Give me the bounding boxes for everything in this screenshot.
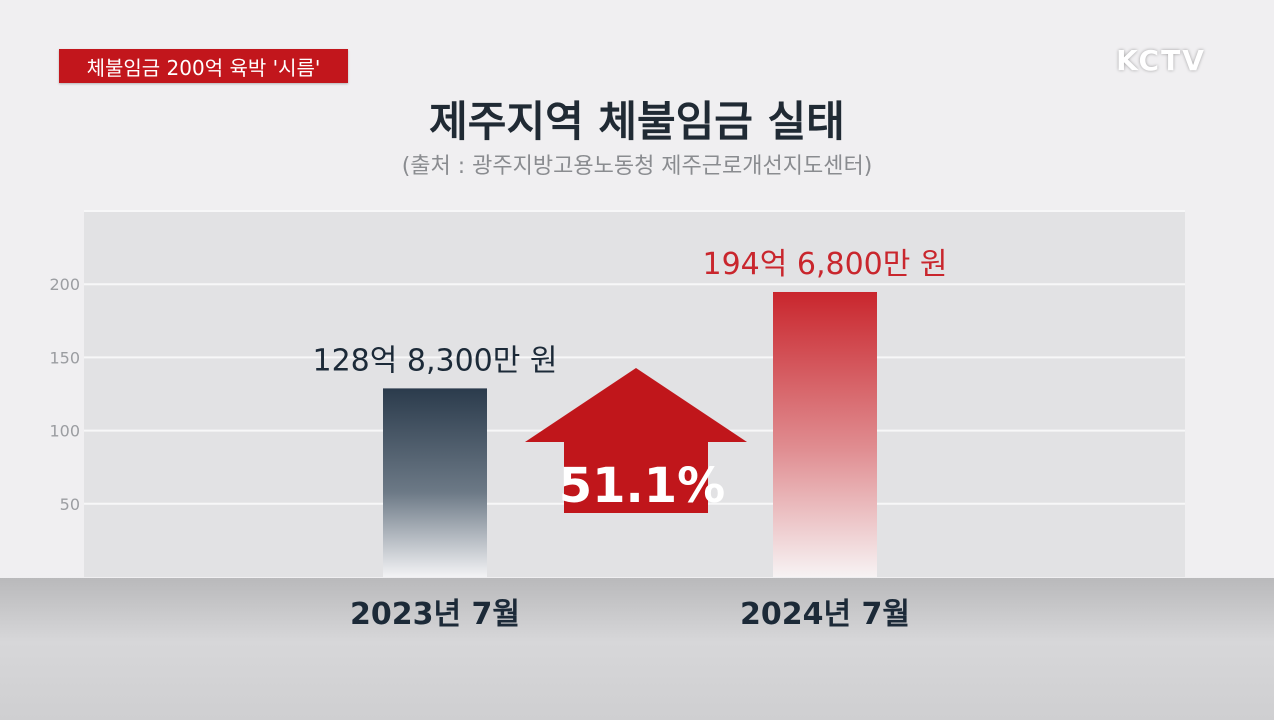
chart-subtitle: (출처 : 광주지방고용노동청 제주근로개선지도센터)	[401, 154, 873, 179]
bar-2	[773, 291, 877, 577]
headline-text: 체불임금 200억 육박 '시름'	[86, 55, 321, 80]
growth-arrow	[525, 368, 747, 513]
x-tick-label-1: 2023년 7월	[350, 597, 520, 632]
chart-title: 제주지역 체불임금 실태	[429, 97, 845, 146]
growth-percent: 51.1%	[559, 458, 726, 514]
y-tick-label: 100	[49, 422, 80, 441]
y-tick-label: 200	[49, 275, 80, 294]
kctv-logo: KCTV	[1116, 43, 1206, 77]
x-tick-label-2: 2024년 7월	[740, 597, 910, 632]
data-label-2: 194억 6,800만 원	[702, 247, 947, 282]
headline-tag: 체불임금 200억 육박 '시름'	[59, 49, 348, 83]
y-tick-label: 50	[60, 495, 80, 514]
bottom-band	[0, 578, 1274, 720]
bar-1	[383, 388, 487, 577]
data-label-1: 128억 8,300만 원	[312, 343, 557, 378]
y-tick-label: 150	[49, 348, 80, 367]
